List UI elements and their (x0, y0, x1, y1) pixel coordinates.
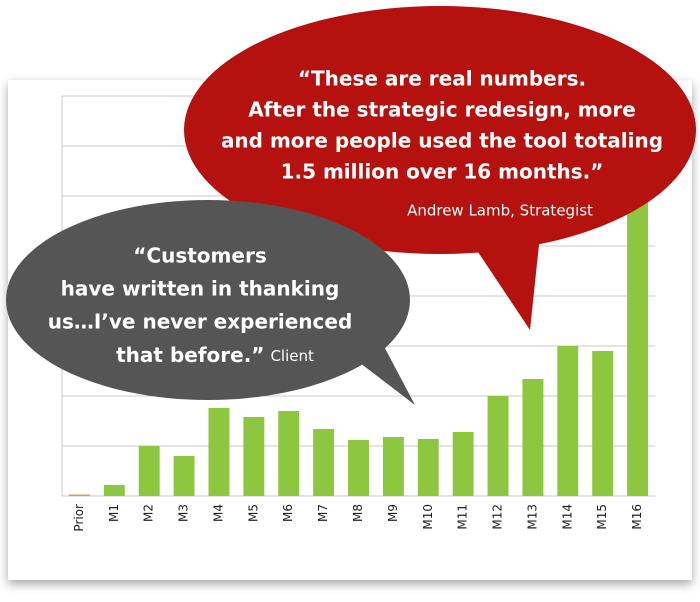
bar (278, 411, 300, 496)
bar (348, 440, 369, 496)
bar (313, 429, 335, 496)
gray-bubble (6, 200, 415, 405)
x-tick-label: M14 (560, 504, 574, 530)
x-tick-label: M4 (211, 504, 225, 522)
x-tick-label: M15 (595, 504, 609, 530)
x-tick-label: M16 (630, 504, 644, 530)
bar (417, 439, 439, 496)
x-tick-label: M12 (491, 504, 505, 530)
quote-line: have written in thanking (61, 277, 340, 301)
quote-line: and more people used the tool totaling (221, 129, 663, 153)
bar (522, 379, 544, 496)
bar (103, 485, 125, 496)
x-tick-label: Prior (72, 504, 86, 532)
quote-attribution: Andrew Lamb, Strategist (407, 202, 593, 220)
quote-line: us…I’ve never experienced (48, 310, 353, 334)
quote-line: that before.” (116, 343, 264, 367)
bar (487, 396, 509, 496)
x-tick-label: M10 (421, 504, 435, 530)
bar (138, 446, 160, 496)
x-tick-label: M3 (177, 504, 191, 522)
x-tick-label: M6 (281, 504, 295, 522)
red-bubble (184, 6, 696, 330)
bar (173, 456, 195, 496)
x-tick-label: M9 (386, 504, 400, 522)
x-tick-label: M5 (246, 504, 260, 522)
bar (382, 437, 404, 496)
bar (452, 432, 474, 496)
quote-line: After the strategic redesign, more (248, 98, 636, 122)
quote-line: “These are real numbers. (298, 67, 586, 91)
x-tick-label: M11 (456, 504, 470, 530)
bar (243, 417, 265, 496)
x-tick-label: M1 (107, 504, 121, 522)
quote-line: 1.5 million over 16 months.” (281, 160, 604, 184)
quote-attribution: Client (270, 347, 314, 365)
bar (68, 494, 90, 496)
quote-line: “Customers (133, 244, 266, 268)
x-tick-label: M7 (316, 504, 330, 522)
quote-last-line: that before.” Client (116, 343, 314, 367)
x-tick-label: M8 (351, 504, 365, 522)
bar (208, 408, 230, 496)
x-tick-label: M2 (142, 504, 156, 522)
bar (627, 178, 649, 496)
bar (592, 351, 614, 496)
x-tick-label: M13 (525, 504, 539, 530)
annotations: “These are real numbers. After the strate… (48, 67, 663, 367)
bar (557, 346, 579, 496)
